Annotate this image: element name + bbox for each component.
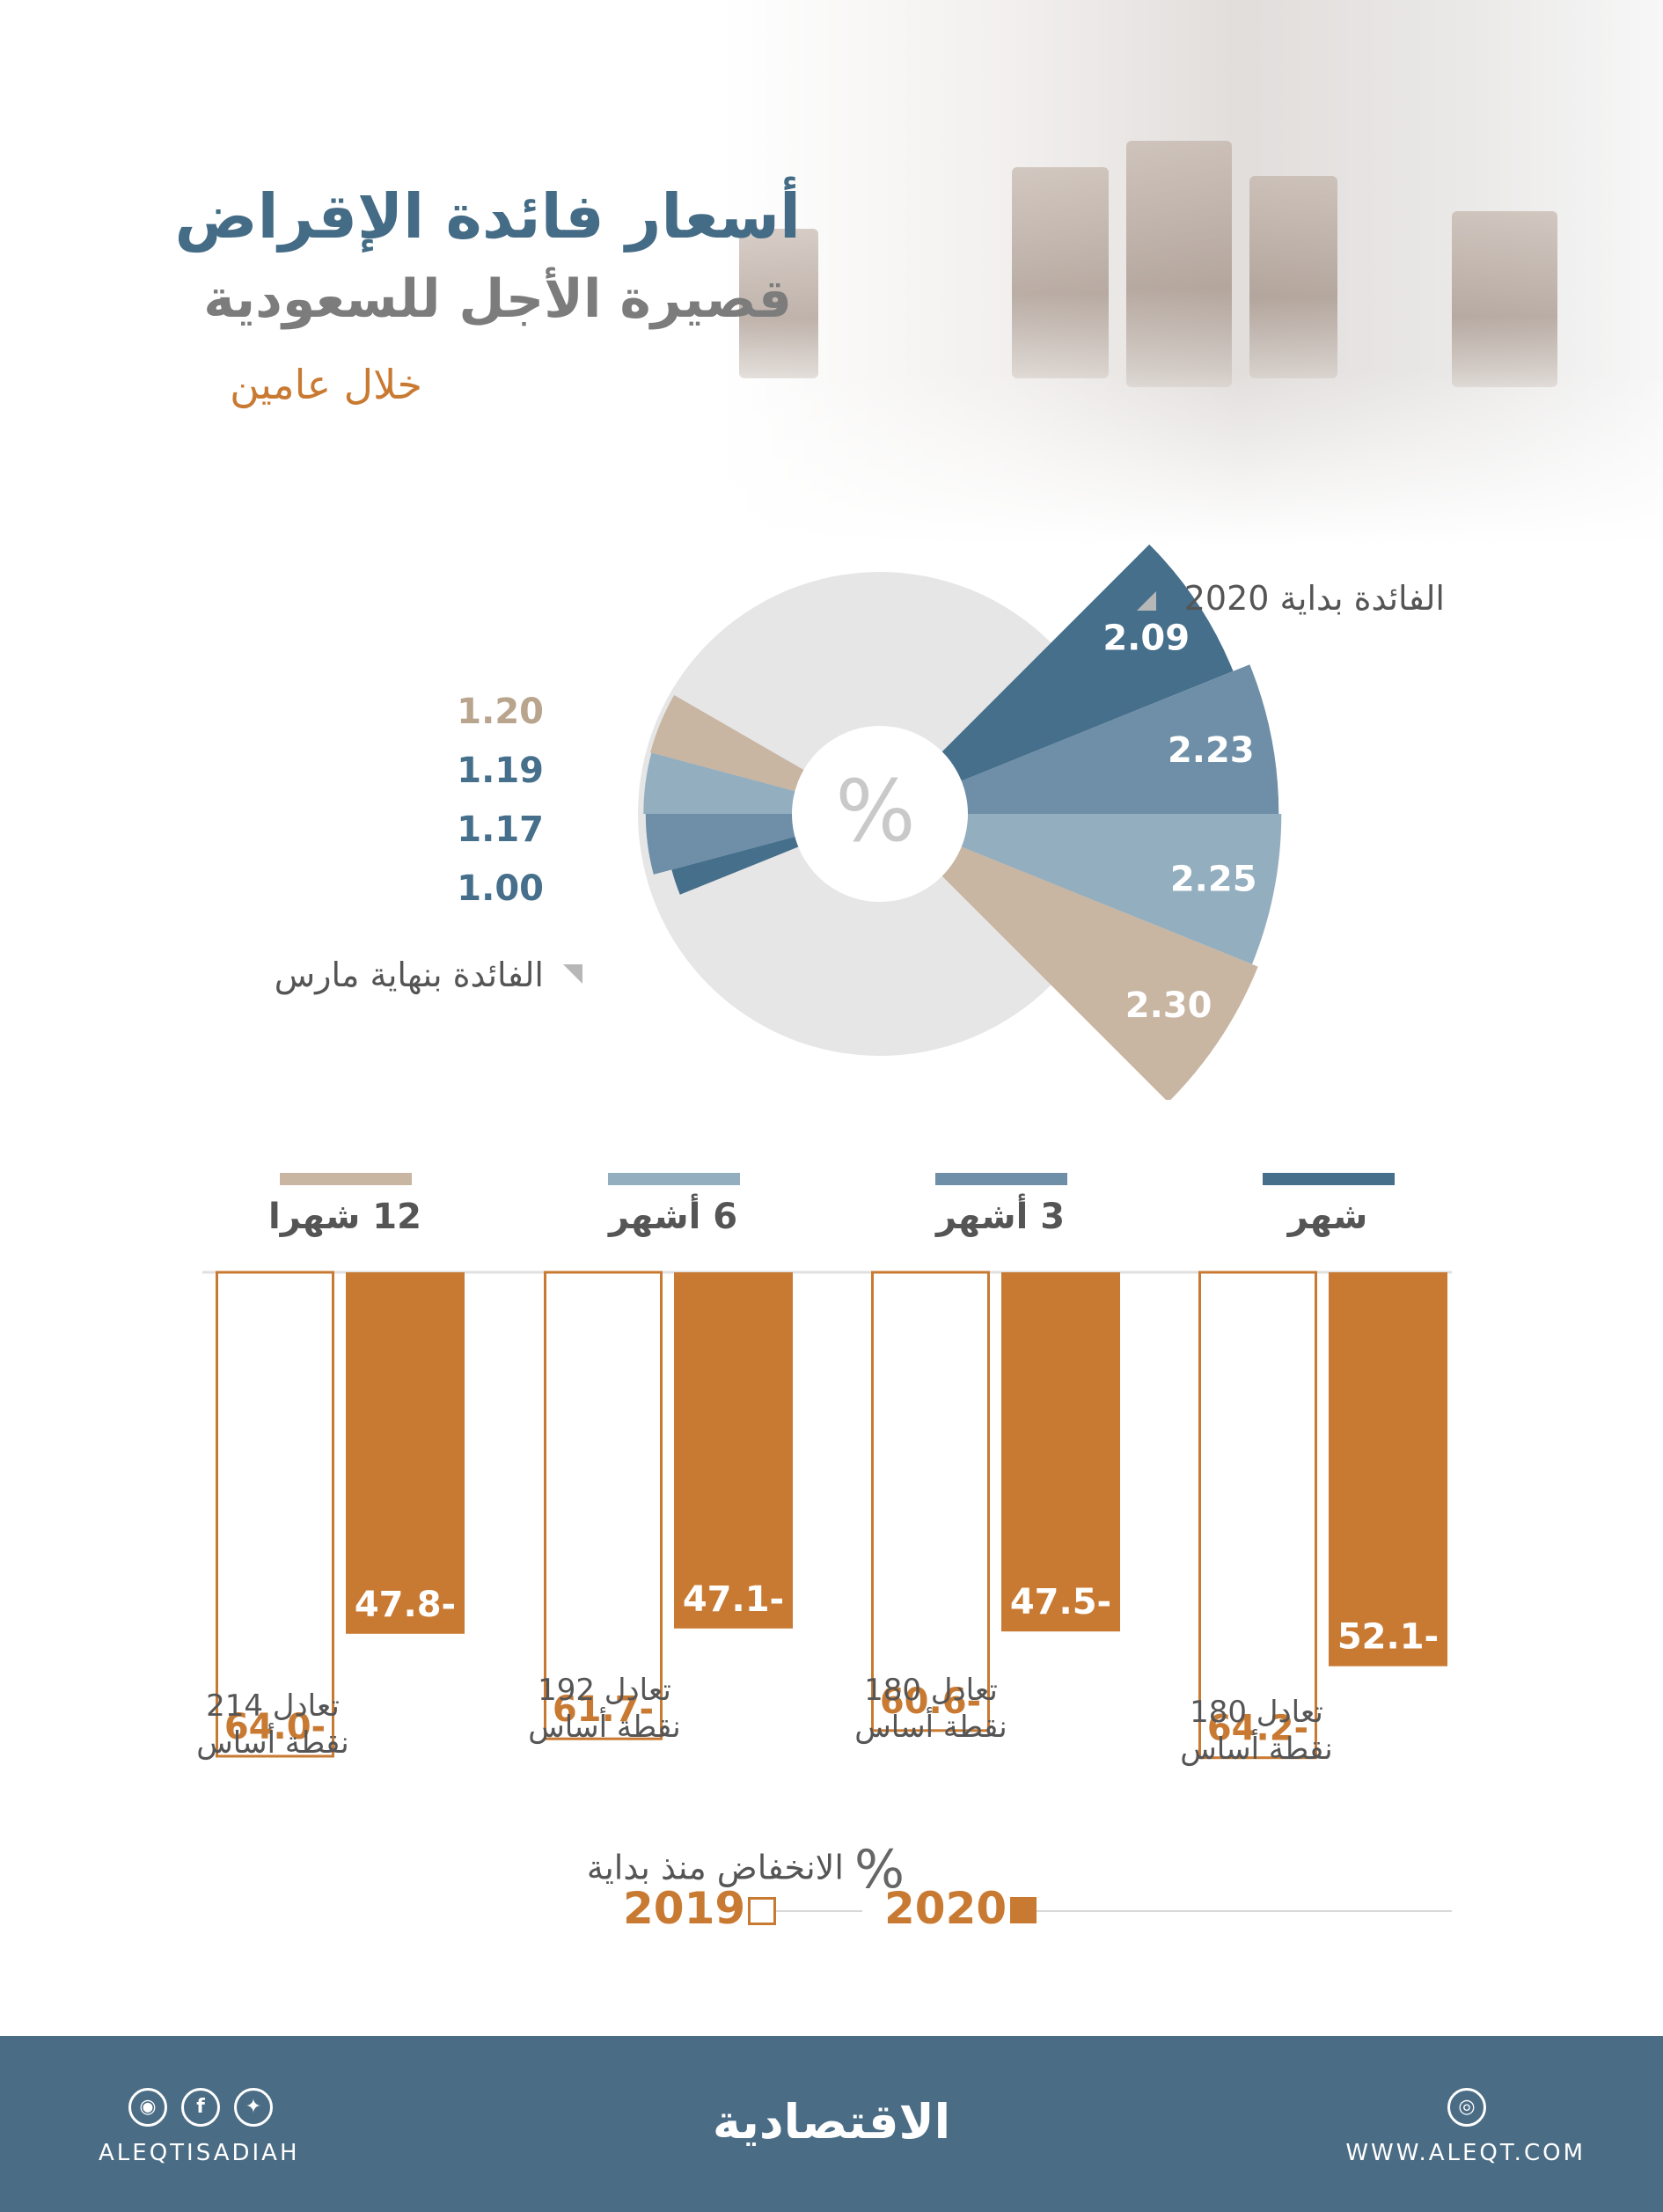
swatch-one-month: [1263, 1173, 1395, 1185]
brand-logo: الاقتصادية: [712, 2094, 951, 2150]
swatch-three-months: [935, 1173, 1067, 1185]
rate-radial-chart: % 2.09 2.23 2.25 2.30 1.20 1.19 1.17 1.00: [457, 544, 1282, 1100]
start-legend-marker-icon: [1137, 591, 1156, 611]
end-march-value-labels: 1.20 1.19 1.17 1.00: [457, 692, 544, 909]
footer-bar: [0, 2036, 1663, 2212]
start-2020-wedge-one-month: [880, 544, 1234, 814]
start-2020-wedge-six-months: [880, 814, 1282, 964]
bar-2019-three-months: [871, 1271, 990, 1732]
swatch-twelve-months: [280, 1173, 412, 1185]
legend-divider-short: [774, 1910, 862, 1912]
center-percent-symbol: %: [835, 762, 915, 861]
page-title: أسعار فائدة الإقراض: [174, 180, 801, 253]
bar-2019-label-six-months: 61.7-: [553, 1689, 654, 1730]
bar-2020-label-twelve-months: 47.8-: [355, 1585, 456, 1625]
end-march-label-twelve-months: 1.20: [457, 692, 544, 732]
dribbble-icon[interactable]: ◎: [1447, 2088, 1486, 2127]
social-handle[interactable]: ALEQTISADIAH: [99, 2140, 300, 2166]
bar-2020-six-months: [674, 1272, 793, 1629]
facebook-icon[interactable]: f: [181, 2088, 220, 2127]
bar-2020-three-months: [1001, 1272, 1120, 1632]
category-label-one-month: شهر: [1287, 1197, 1368, 1237]
end-legend-marker-icon: [563, 964, 582, 984]
start-2020-wedge-three-months: [880, 664, 1279, 814]
category-label-six-months: 6 أشهر: [608, 1197, 738, 1237]
start-2020-wedge-twelve-months: [880, 814, 1258, 1100]
bar-2019-label-one-month: 64.2-: [1207, 1709, 1308, 1749]
start-2020-label-six-months: 2.25: [1170, 860, 1257, 900]
legend-2020-swatch: [1010, 1897, 1037, 1923]
start-2020-label-one-month: 2.09: [1103, 619, 1190, 659]
end-march-label-three-months: 1.17: [457, 809, 544, 850]
chart-center-hole: [792, 726, 968, 902]
page-subtitle: خلال عامين: [230, 361, 422, 408]
bar-2019-six-months: [544, 1271, 663, 1740]
bar-2020-one-month: [1329, 1272, 1447, 1666]
legend-2019-label: 2019: [623, 1883, 746, 1934]
website-link[interactable]: WWW.ALEQT.COM: [1345, 2140, 1586, 2166]
end-march-label-six-months: 1.19: [457, 751, 544, 791]
bar-2020-label-one-month: 52.1-: [1337, 1617, 1439, 1658]
header-background-fade: [722, 370, 1663, 546]
bar-2019-label-three-months: 60.6-: [880, 1681, 981, 1722]
bar-legend-title-text: الانخفاض منذ بداية: [586, 1848, 844, 1887]
legend-divider: [1021, 1910, 1452, 1912]
bar-2020-label-six-months: 47.1-: [683, 1579, 784, 1620]
legend-2020-label: 2020: [884, 1883, 1007, 1934]
end-march-legend-label: الفائدة بنهاية مارس: [274, 956, 544, 994]
swatch-six-months: [608, 1173, 740, 1185]
bar-2019-twelve-months: [216, 1271, 334, 1758]
bp-note-twelve-months: تعادل 214 نقطة أساس: [196, 1688, 349, 1761]
start-2020-wedges: [880, 544, 1282, 1100]
bp-note-three-months: تعادل 180 نقطة أساس: [854, 1673, 1007, 1745]
page-title-second-line: قصيرة الأجل للسعودية: [203, 268, 792, 330]
start-2020-value-labels: 2.09 2.23 2.25 2.30: [1103, 619, 1256, 1027]
instagram-icon[interactable]: ◉: [128, 2088, 167, 2127]
legend-2019-swatch: [748, 1897, 776, 1925]
twitter-icon[interactable]: ✦: [234, 2088, 273, 2127]
bar-legend-title: % الانخفاض منذ بداية: [587, 1839, 905, 1901]
bar-2019-one-month: [1198, 1271, 1317, 1760]
category-label-twelve-months: 12 شهرا: [268, 1197, 421, 1237]
category-label-three-months: 3 أشهر: [935, 1197, 1066, 1237]
start-2020-label-three-months: 2.23: [1168, 730, 1255, 771]
bar-2019-label-twelve-months: 64.0-: [224, 1707, 326, 1747]
bar-2020-twelve-months: [346, 1272, 465, 1634]
start-2020-legend-label: الفائدة بداية 2020: [1183, 579, 1445, 618]
bar-2020-label-three-months: 47.5-: [1010, 1582, 1111, 1622]
end-march-label-one-month: 1.00: [457, 868, 544, 909]
bp-note-six-months: تعادل 192 نقطة أساس: [528, 1673, 681, 1745]
percent-icon: %: [853, 1839, 905, 1901]
start-2020-label-twelve-months: 2.30: [1125, 985, 1212, 1026]
decline-bar-chart: 52.1- 64.2- 47.5- 60.6- 47.1- 61.7- 47.8- 64.0-: [202, 1271, 1452, 1760]
bp-note-one-month: تعادل 180 نقطة أساس: [1180, 1695, 1333, 1767]
